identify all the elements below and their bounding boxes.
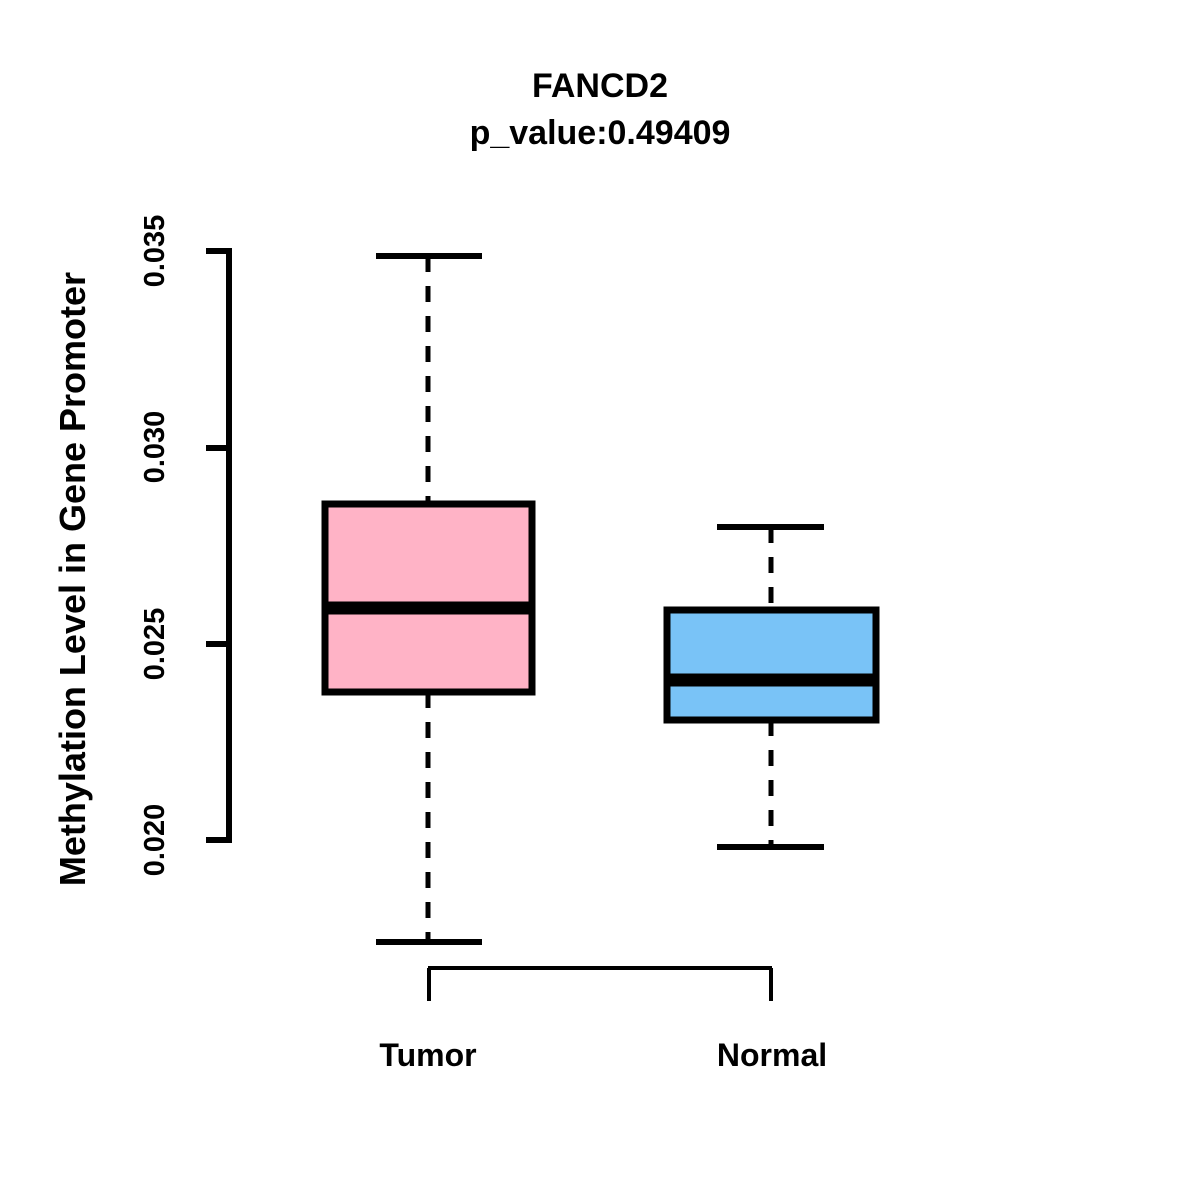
- box-normal[interactable]: [663, 524, 880, 850]
- box-rect-tumor[interactable]: [321, 500, 536, 696]
- y-axis: [206, 248, 232, 843]
- x-axis: [427, 966, 773, 1001]
- box-tumor[interactable]: [321, 253, 536, 945]
- x-tick-label-tumor: Tumor: [379, 1037, 477, 1073]
- x-tick-label-normal: Normal: [716, 1037, 828, 1073]
- box-rect-normal[interactable]: [663, 606, 880, 724]
